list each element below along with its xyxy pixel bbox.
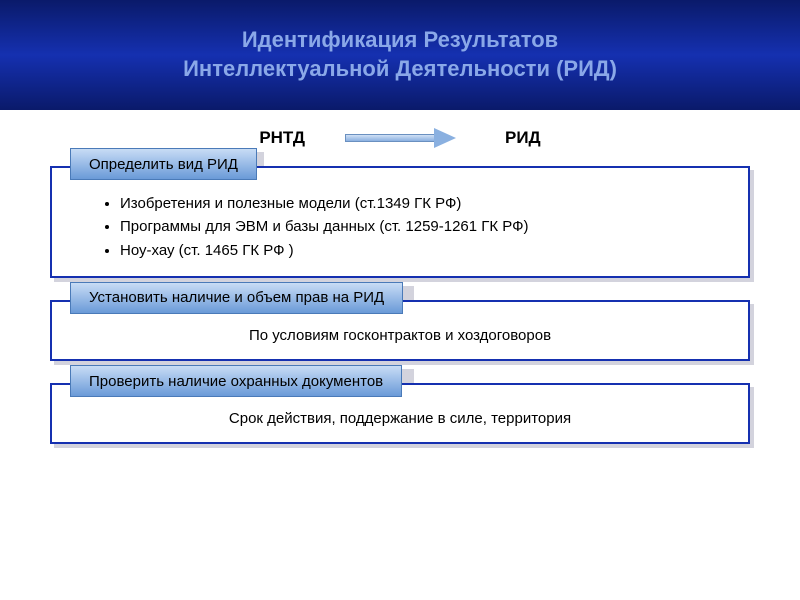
- block-3-tab: Проверить наличие охранных документов: [70, 365, 402, 397]
- block-1: Определить вид РИД Изобретения и полезны…: [50, 166, 750, 278]
- block-1-body: Изобретения и полезные модели (ст.1349 Г…: [52, 168, 748, 276]
- block-1-tab: Определить вид РИД: [70, 148, 257, 180]
- list-item: Изобретения и полезные модели (ст.1349 Г…: [120, 192, 718, 215]
- list-item: Ноу-хау (ст. 1465 ГК РФ ): [120, 239, 718, 262]
- block-2-tab: Установить наличие и объем прав на РИД: [70, 282, 403, 314]
- slide-content: РНТД РИД Определить вид РИД Изобретения …: [0, 110, 800, 476]
- flow-row: РНТД РИД: [50, 128, 750, 148]
- title-line-2: Интеллектуальной Деятельности (РИД): [183, 56, 617, 81]
- flow-left-label: РНТД: [259, 128, 305, 148]
- arrow-icon: [345, 130, 465, 146]
- slide-header: Идентификация Результатов Интеллектуальн…: [0, 0, 800, 110]
- flow-right-label: РИД: [505, 128, 541, 148]
- list-item: Программы для ЭВМ и базы данных (ст. 125…: [120, 215, 718, 238]
- title-line-1: Идентификация Результатов: [242, 27, 558, 52]
- slide-title: Идентификация Результатов Интеллектуальн…: [183, 26, 617, 83]
- block-3: Проверить наличие охранных документов Ср…: [50, 383, 750, 444]
- block-1-list: Изобретения и полезные модели (ст.1349 Г…: [120, 192, 718, 262]
- block-2: Установить наличие и объем прав на РИД П…: [50, 300, 750, 361]
